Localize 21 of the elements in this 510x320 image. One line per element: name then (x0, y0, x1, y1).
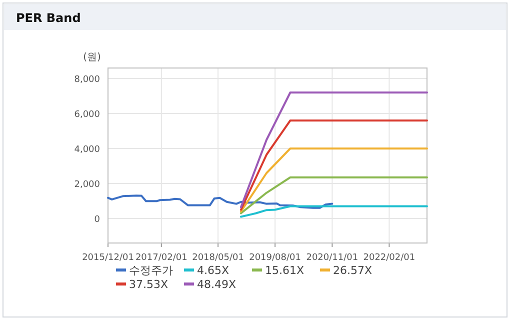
line-series (107, 194, 334, 209)
x-tick-label: 2018/05/01 (192, 253, 244, 263)
legend-label: 4.65X (197, 264, 230, 277)
line-series (240, 205, 428, 218)
y-tick-label: 6,000 (74, 110, 100, 120)
legend-label: 48.49X (197, 278, 236, 291)
y-tick-label: 8,000 (74, 75, 100, 85)
chart-title: PER Band (16, 11, 81, 25)
legend-label: 26.57X (333, 264, 372, 277)
y-tick-label: 4,000 (74, 145, 100, 155)
y-tick-label: 2,000 (74, 180, 100, 190)
x-tick-label: 2022/02/01 (363, 253, 416, 263)
legend-label: 15.61X (265, 264, 304, 277)
legend-label: 37.53X (129, 278, 168, 291)
y-axis-title: (원) (83, 52, 101, 63)
y-tick-label: 0 (94, 215, 100, 225)
x-tick-label: 2019/08/01 (249, 253, 301, 263)
x-tick-label: 2020/11/01 (306, 253, 358, 263)
x-tick-label: 2017/02/01 (135, 253, 188, 263)
legend-label: 수정주가 (129, 264, 173, 277)
x-tick-label: 2015/12/01 (82, 253, 134, 263)
